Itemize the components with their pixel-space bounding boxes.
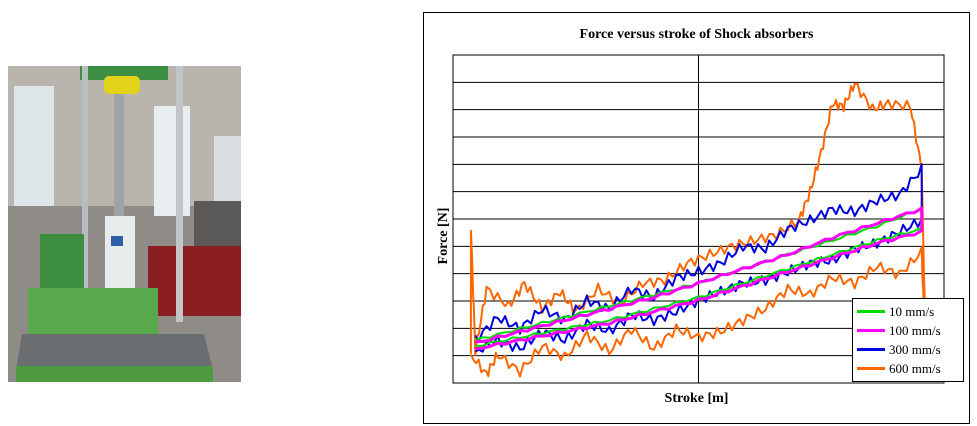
chart-frame: Force versus stroke of Shock absorbers S… [423,12,970,424]
legend-label: 300 mm/s [889,341,941,357]
y-axis-label: Force [N] [436,207,451,265]
chart-plot [452,54,945,384]
legend-swatch [857,329,885,332]
x-axis-label: Stroke [m] [664,391,729,406]
series-line-600-mm-s [469,82,928,378]
legend-item: 10 mm/s [857,302,963,321]
legend-label: 10 mm/s [889,303,935,319]
chart-title: Force versus stroke of Shock absorbers [579,27,814,42]
legend-item: 600 mm/s [857,359,963,378]
legend-item: 300 mm/s [857,340,963,359]
series-line-100-mm-s [475,206,924,351]
legend-swatch [857,310,885,313]
legend-item: 100 mm/s [857,321,963,340]
test-rig-photo [8,66,241,382]
legend-label: 600 mm/s [889,360,941,376]
legend-swatch [857,367,885,370]
chart-legend: 10 mm/s 100 mm/s 300 mm/s 600 mm/s [852,298,964,382]
series-line-300-mm-s [474,163,923,353]
legend-label: 100 mm/s [889,322,941,338]
legend-swatch [857,348,885,351]
